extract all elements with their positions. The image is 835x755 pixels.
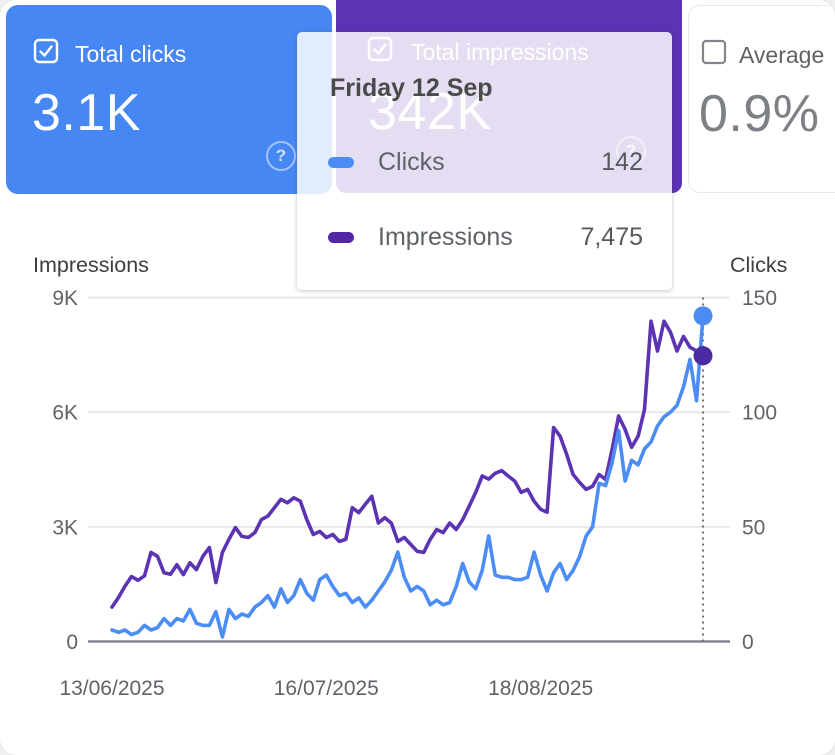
total-clicks-card[interactable]: Total clicks 3.1K ?: [6, 5, 332, 194]
checked-checkbox-icon[interactable]: [33, 38, 59, 64]
chart-hover-tooltip: Friday 12 Sep Clicks 142 Impressions 7,4…: [297, 32, 672, 290]
help-icon[interactable]: ?: [266, 141, 296, 171]
tooltip-clicks-row: Clicks 142: [328, 147, 643, 177]
right-axis-tick-label: 50: [742, 516, 765, 539]
impressions-series-swatch: [328, 231, 354, 243]
impressions-hover-dot: [693, 346, 713, 366]
average-ctr-value: 0.9%: [699, 85, 820, 143]
x-axis-tick-label: 18/08/2025: [488, 677, 593, 700]
left-axis-tick-label: 0: [66, 631, 78, 654]
average-ctr-label: Average: [739, 42, 825, 68]
right-axis-title: Clicks: [730, 253, 787, 277]
x-axis-tick-label: 16/07/2025: [274, 677, 379, 700]
average-ctr-card[interactable]: Average 0.9%: [688, 5, 835, 193]
tooltip-impressions-value: 7,475: [580, 222, 643, 251]
tooltip-clicks-value: 142: [601, 147, 643, 176]
total-clicks-label: Total clicks: [75, 41, 187, 67]
right-axis-tick-label: 150: [742, 287, 777, 310]
clicks-hover-dot: [693, 306, 713, 326]
right-axis-tick-label: 0: [742, 631, 754, 654]
impressions-line-series: [110, 319, 705, 609]
left-axis-tick-label: 3K: [52, 516, 78, 539]
left-axis-tick-label: 6K: [52, 402, 78, 425]
clicks-series-swatch: [328, 156, 354, 168]
tooltip-impressions-label: Impressions: [378, 222, 513, 251]
x-axis-tick-label: 13/06/2025: [59, 677, 164, 700]
left-axis-title: Impressions: [33, 253, 149, 277]
unchecked-checkbox-icon[interactable]: [701, 39, 727, 65]
clicks-line-series: [110, 313, 705, 639]
right-axis-tick-label: 100: [742, 402, 777, 425]
left-axis-tick-label: 9K: [52, 287, 78, 310]
tooltip-date: Friday 12 Sep: [330, 74, 493, 102]
total-clicks-value: 3.1K: [32, 84, 141, 142]
tooltip-clicks-label: Clicks: [378, 147, 445, 176]
tooltip-impressions-row: Impressions 7,475: [328, 222, 643, 252]
